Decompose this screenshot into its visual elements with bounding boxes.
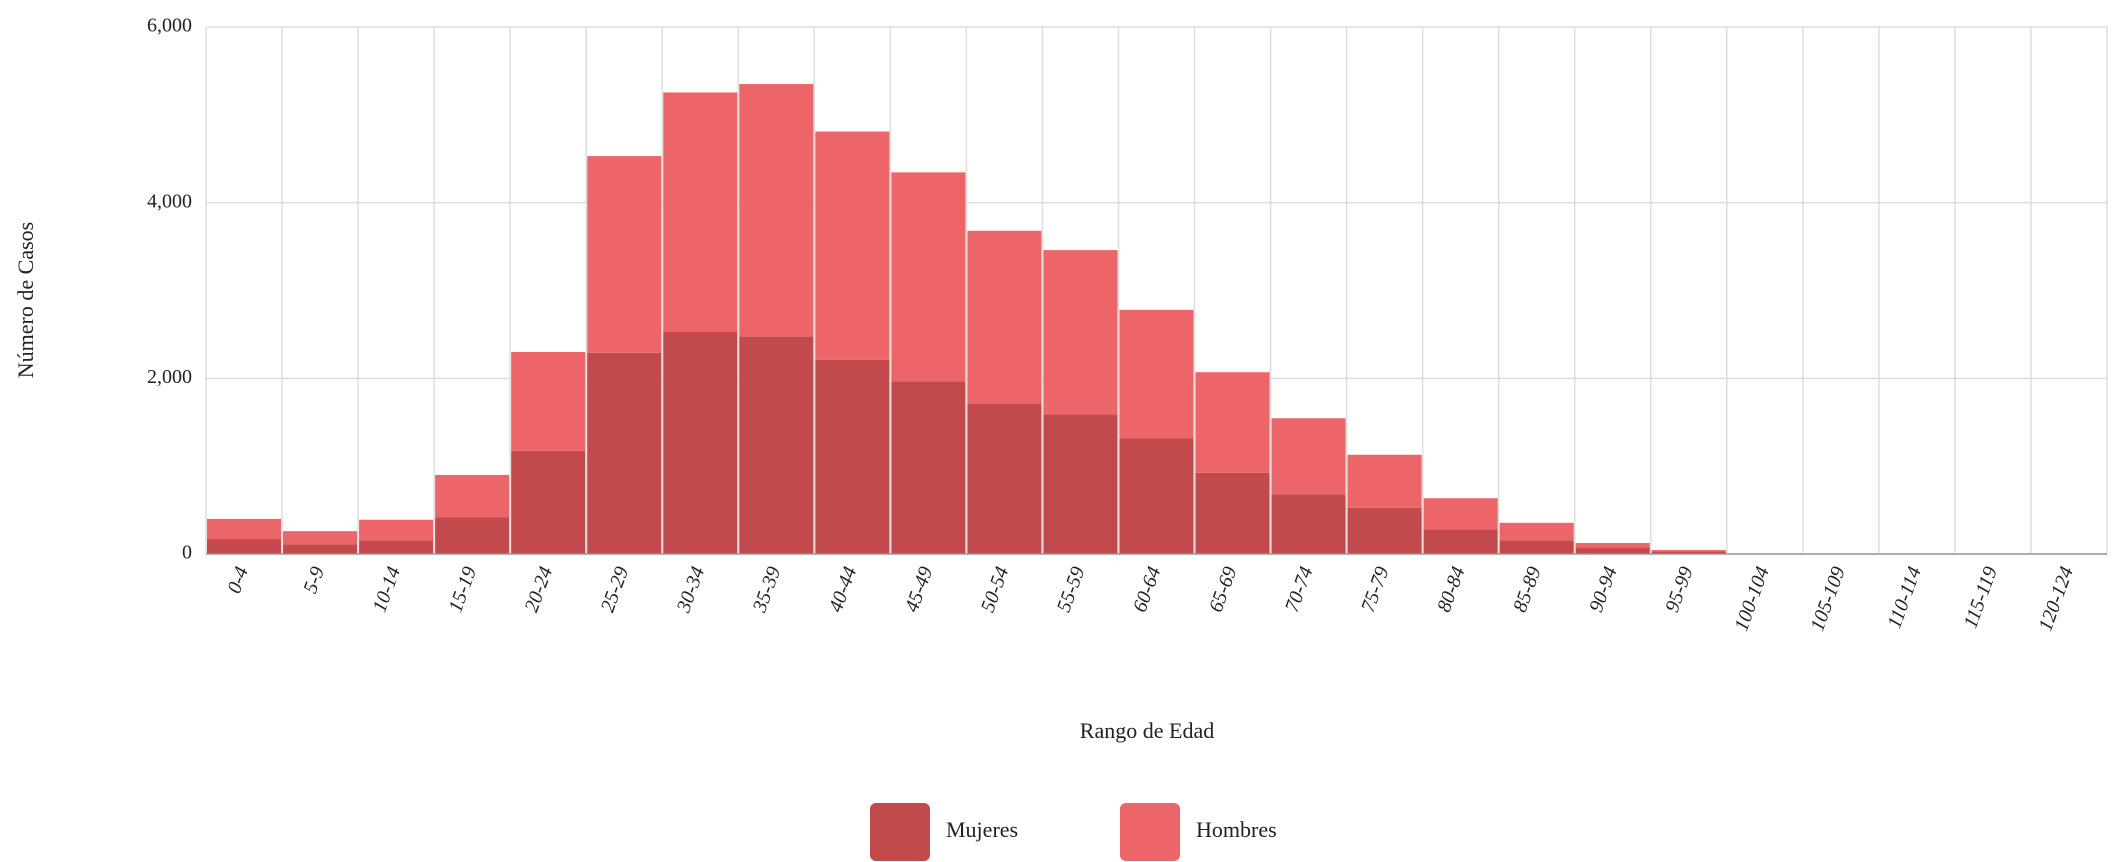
- bar: [1651, 551, 1726, 554]
- x-tick-label: 115-119: [1959, 564, 2001, 631]
- legend-label: Mujeres: [946, 817, 1018, 842]
- x-tick-label: 120-124: [2035, 564, 2078, 634]
- bar: [967, 230, 1042, 404]
- bar: [1119, 309, 1194, 439]
- bar: [359, 540, 434, 554]
- x-tick-label: 5-9: [299, 564, 329, 597]
- x-axis-label: Rango de Edad: [1080, 718, 1214, 743]
- bar: [283, 544, 358, 554]
- x-tick-label: 95-99: [1661, 564, 1698, 615]
- bar: [663, 331, 738, 554]
- y-tick-label: 2,000: [147, 366, 192, 388]
- x-tick-label: 80-84: [1433, 564, 1470, 615]
- bar: [1271, 418, 1346, 495]
- x-tick-label: 45-49: [901, 564, 938, 615]
- bar: [207, 539, 282, 554]
- x-tick-label: 50-54: [977, 564, 1014, 615]
- bar: [739, 84, 814, 337]
- x-tick-label: 40-44: [825, 564, 862, 615]
- bar: [1119, 438, 1194, 554]
- bar: [739, 336, 814, 554]
- bar: [1347, 507, 1422, 554]
- bar: [1195, 472, 1270, 554]
- bar: [1423, 529, 1498, 554]
- legend-swatch: [1120, 803, 1180, 861]
- legend-label: Hombres: [1196, 817, 1277, 842]
- x-tick-label: 70-74: [1281, 564, 1318, 615]
- bar: [435, 474, 510, 518]
- bar: [1575, 543, 1650, 548]
- bar: [511, 351, 586, 451]
- bar: [1499, 540, 1574, 554]
- y-tick-label: 4,000: [147, 190, 192, 212]
- bar: [891, 172, 966, 382]
- x-tick-label: 85-89: [1509, 564, 1546, 615]
- x-tick-label: 10-14: [368, 564, 405, 615]
- x-tick-label: 25-29: [597, 564, 634, 615]
- bar: [1423, 498, 1498, 530]
- bar: [511, 450, 586, 554]
- bar: [891, 381, 966, 554]
- x-tick-label: 60-64: [1129, 564, 1166, 615]
- x-tick-label: 55-59: [1053, 564, 1090, 615]
- y-axis-label: Número de Casos: [13, 222, 38, 378]
- bar: [967, 403, 1042, 554]
- bar: [1347, 454, 1422, 508]
- x-tick-label: 20-24: [521, 564, 558, 615]
- x-tick-label: 30-34: [672, 564, 709, 616]
- y-tick-label: 6,000: [147, 15, 192, 37]
- x-tick-label: 90-94: [1585, 564, 1622, 615]
- bar: [587, 156, 662, 353]
- bar: [587, 352, 662, 554]
- x-tick-label: 100-104: [1730, 564, 1773, 634]
- bar: [1043, 250, 1118, 415]
- legend-swatch: [870, 803, 930, 861]
- x-tick-label: 15-19: [445, 564, 482, 615]
- x-tick-label: 0-4: [223, 564, 253, 597]
- x-tick-label: 75-79: [1357, 564, 1394, 615]
- bar: [283, 531, 358, 545]
- x-tick-label: 105-109: [1806, 564, 1849, 634]
- bar: [815, 359, 890, 554]
- bar: [207, 518, 282, 540]
- bar: [435, 517, 510, 554]
- bar: [1195, 372, 1270, 473]
- bar: [1271, 494, 1346, 554]
- x-tick-label: 65-69: [1205, 564, 1242, 615]
- bar: [359, 519, 434, 541]
- y-tick-label: 0: [182, 542, 192, 564]
- bar: [815, 131, 890, 360]
- bar: [1575, 547, 1650, 554]
- bar: [1499, 522, 1574, 541]
- x-tick-label: 110-114: [1883, 564, 1925, 631]
- bar: [1043, 414, 1118, 554]
- bar: [1651, 550, 1726, 552]
- bar: [663, 92, 738, 332]
- x-tick-label: 35-39: [748, 564, 785, 616]
